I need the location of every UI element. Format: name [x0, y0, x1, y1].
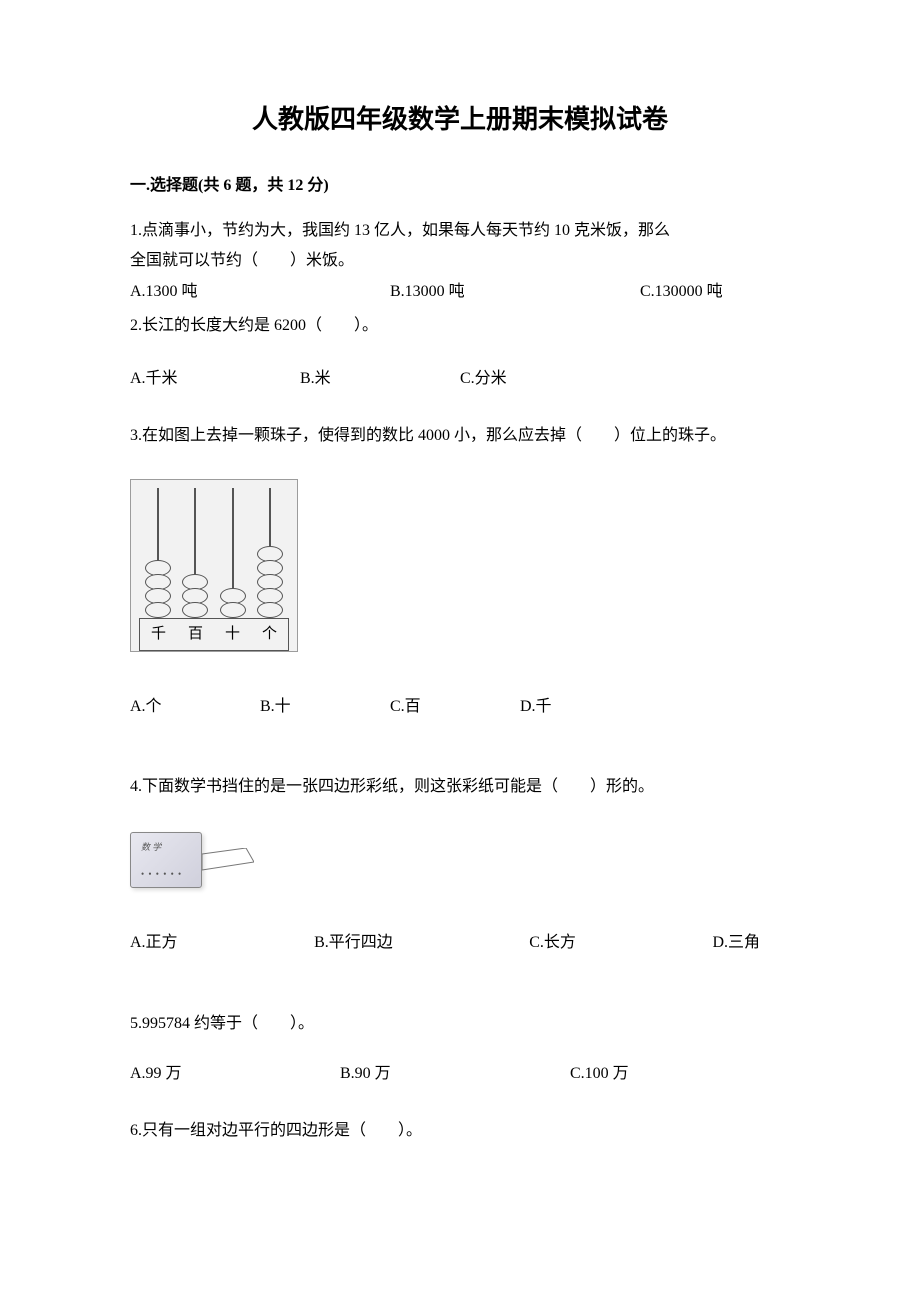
abacus-figure: 千百十个: [130, 479, 790, 652]
abacus-column-label: 个: [255, 619, 285, 650]
q4-opt-d: D.三角: [712, 928, 760, 958]
abacus-bead: [220, 602, 246, 618]
book-label: 数 学: [141, 841, 161, 855]
q1-line1: 1.点滴事小，节约为大，我国约 13 亿人，如果每人每天节约 10 克米饭，那么: [130, 216, 790, 246]
question-4: 4.下面数学书挡住的是一张四边形彩纸，则这张彩纸可能是（ ）形的。 数 学 • …: [130, 772, 790, 959]
q2-options: A.千米 B.米 C.分米: [130, 364, 790, 394]
book-icon: 数 学 • • • • • •: [130, 832, 202, 888]
q2-opt-c: C.分米: [460, 364, 507, 394]
q3-options: A.个 B.十 C.百 D.千: [130, 692, 790, 722]
q3-text: 3.在如图上去掉一颗珠子，使得到的数比 4000 小，那么应去掉（ ）位上的珠子…: [130, 418, 790, 453]
q4-opt-c: C.长方: [529, 928, 576, 958]
page-title: 人教版四年级数学上册期末模拟试卷: [130, 100, 790, 139]
question-1: 1.点滴事小，节约为大，我国约 13 亿人，如果每人每天节约 10 克米饭，那么…: [130, 216, 790, 307]
q5-options: A.99 万 B.90 万 C.100 万: [130, 1059, 790, 1089]
q3-opt-d: D.千: [520, 692, 650, 722]
paper-corner-icon: [202, 848, 250, 872]
q3-opt-b: B.十: [260, 692, 390, 722]
abacus-rod: [180, 488, 210, 618]
book-dots: • • • • • •: [141, 868, 182, 882]
abacus-bead: [182, 602, 208, 618]
abacus-rod: [143, 488, 173, 618]
q2-opt-b: B.米: [300, 364, 460, 394]
question-6: 6.只有一组对边平行的四边形是（ ）。: [130, 1116, 790, 1146]
q1-opt-c: C.130000 吨: [640, 277, 723, 307]
section-header: 一.选择题(共 6 题，共 12 分): [130, 174, 790, 198]
q6-text: 6.只有一组对边平行的四边形是（ ）。: [130, 1116, 790, 1146]
question-5: 5.995784 约等于（ ）。 A.99 万 B.90 万 C.100 万: [130, 1009, 790, 1090]
abacus-bead: [145, 602, 171, 618]
q2-text: 2.长江的长度大约是 6200（ ）。: [130, 311, 790, 341]
question-2: 2.长江的长度大约是 6200（ ）。: [130, 311, 790, 341]
abacus-rod: [218, 488, 248, 618]
abacus-bead: [257, 602, 283, 618]
abacus-column-label: 千: [144, 619, 174, 650]
q4-options: A.正方 B.平行四边 C.长方 D.三角: [130, 928, 790, 958]
q1-opt-a: A.1300 吨: [130, 277, 390, 307]
q5-opt-b: B.90 万: [340, 1059, 570, 1089]
q5-opt-c: C.100 万: [570, 1059, 629, 1089]
q3-opt-a: A.个: [130, 692, 260, 722]
q5-text: 5.995784 约等于（ ）。: [130, 1009, 790, 1039]
q1-options: A.1300 吨 B.13000 吨 C.130000 吨: [130, 277, 790, 307]
q1-opt-b: B.13000 吨: [390, 277, 640, 307]
q4-text: 4.下面数学书挡住的是一张四边形彩纸，则这张彩纸可能是（ ）形的。: [130, 772, 790, 802]
q5-opt-a: A.99 万: [130, 1059, 340, 1089]
q2-opt-a: A.千米: [130, 364, 300, 394]
q4-opt-a: A.正方: [130, 928, 178, 958]
book-figure: 数 学 • • • • • •: [130, 832, 790, 888]
abacus-column-label: 十: [218, 619, 248, 650]
q4-opt-b: B.平行四边: [314, 928, 393, 958]
abacus-column-label: 百: [181, 619, 211, 650]
q1-line2: 全国就可以节约（ ）米饭。: [130, 246, 790, 276]
abacus-rod: [255, 488, 285, 618]
question-3: 3.在如图上去掉一颗珠子，使得到的数比 4000 小，那么应去掉（ ）位上的珠子…: [130, 418, 790, 722]
q3-opt-c: C.百: [390, 692, 520, 722]
